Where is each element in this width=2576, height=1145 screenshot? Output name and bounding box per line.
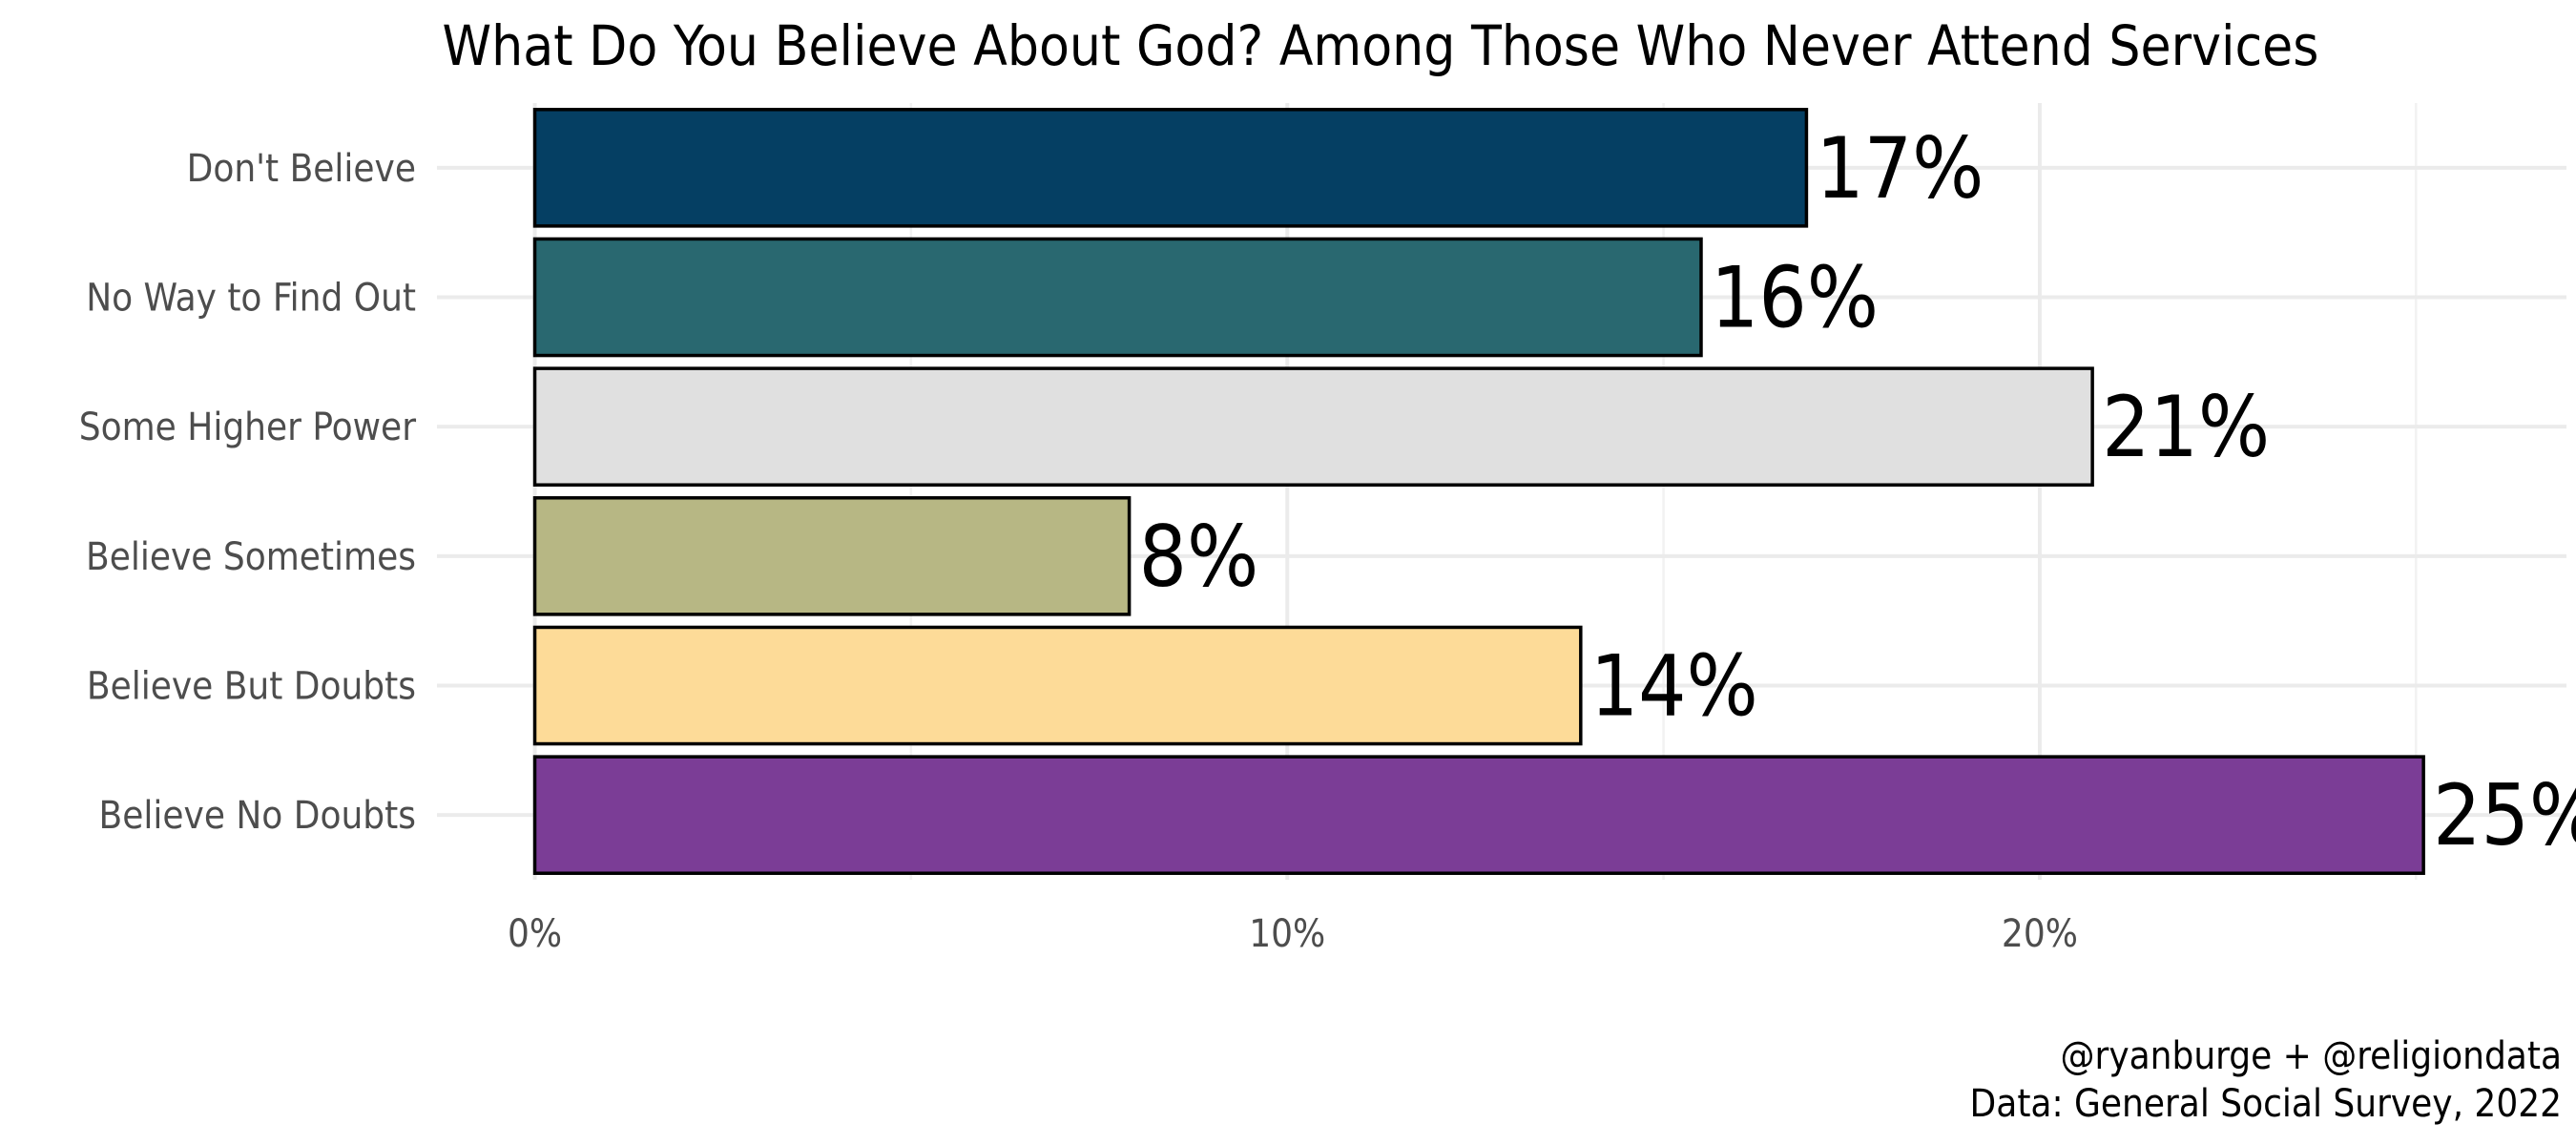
data-label: 8% xyxy=(1139,508,1259,606)
bar-4 xyxy=(532,625,1583,746)
data-label-layer: 17% 16% 21% 8% 14% 25% xyxy=(1139,119,2576,864)
bar-layer xyxy=(532,108,2425,875)
caption-author: @ryanburge + @religiondata xyxy=(2061,1034,2562,1078)
bar-0 xyxy=(532,108,1809,228)
category-label: Believe Sometimes xyxy=(86,535,416,579)
category-label: Some Higher Power xyxy=(79,406,416,449)
category-label: Believe But Doubts xyxy=(87,665,416,709)
bar-1 xyxy=(532,237,1703,358)
x-tick-label: 0% xyxy=(508,912,562,956)
x-tick-label: 20% xyxy=(2002,912,2078,956)
chart-title: What Do You Believe About God? Among Tho… xyxy=(443,13,2319,78)
data-label: 16% xyxy=(1711,249,1879,347)
data-label: 14% xyxy=(1590,637,1758,736)
bar-5 xyxy=(532,755,2425,875)
data-label: 17% xyxy=(1816,119,1984,218)
category-axis: Don't Believe No Way to Find Out Some High… xyxy=(79,147,416,838)
x-tick-label: 10% xyxy=(1249,912,1325,956)
value-axis: 0% 10% 20% xyxy=(508,912,2078,956)
bar-2 xyxy=(532,366,2094,487)
category-label: Don't Believe xyxy=(187,147,416,191)
category-label: Believe No Doubts xyxy=(99,794,416,838)
caption-source: Data: General Social Survey, 2022 xyxy=(1970,1082,2562,1126)
data-label: 21% xyxy=(2102,378,2270,476)
bar-3 xyxy=(532,496,1132,616)
data-label: 25% xyxy=(2433,766,2576,864)
category-label: No Way to Find Out xyxy=(86,277,416,321)
